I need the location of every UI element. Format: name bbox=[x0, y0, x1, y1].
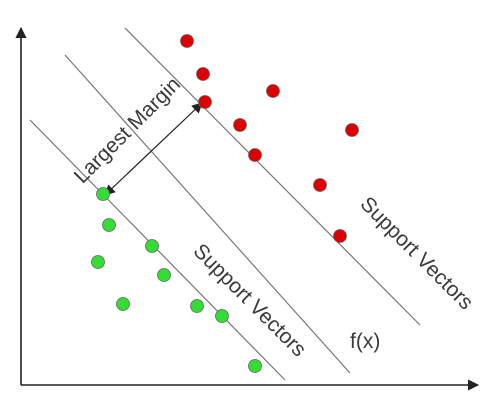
red-point bbox=[345, 123, 359, 137]
green-class-points bbox=[91, 187, 262, 373]
green-point bbox=[157, 268, 171, 282]
fx-label: f(x) bbox=[350, 330, 380, 353]
red-point bbox=[266, 84, 280, 98]
largest-margin-arrow bbox=[104, 102, 203, 196]
largest-margin-label: Largest Margin bbox=[70, 73, 185, 188]
green-point bbox=[102, 218, 116, 232]
green-point bbox=[96, 187, 110, 201]
green-point bbox=[116, 297, 130, 311]
green-point bbox=[190, 299, 204, 313]
red-point bbox=[198, 95, 212, 109]
red-point bbox=[313, 178, 327, 192]
red-point bbox=[248, 148, 262, 162]
green-point bbox=[215, 309, 229, 323]
green-point bbox=[91, 255, 105, 269]
red-point bbox=[233, 118, 247, 132]
red-point bbox=[196, 67, 210, 81]
support-vectors-red-label: Support Vectors bbox=[356, 192, 478, 314]
green-point bbox=[248, 359, 262, 373]
green-point bbox=[145, 239, 159, 253]
margin-line-red bbox=[124, 27, 421, 326]
red-point bbox=[333, 229, 347, 243]
red-class-points bbox=[180, 34, 359, 243]
red-point bbox=[180, 34, 194, 48]
